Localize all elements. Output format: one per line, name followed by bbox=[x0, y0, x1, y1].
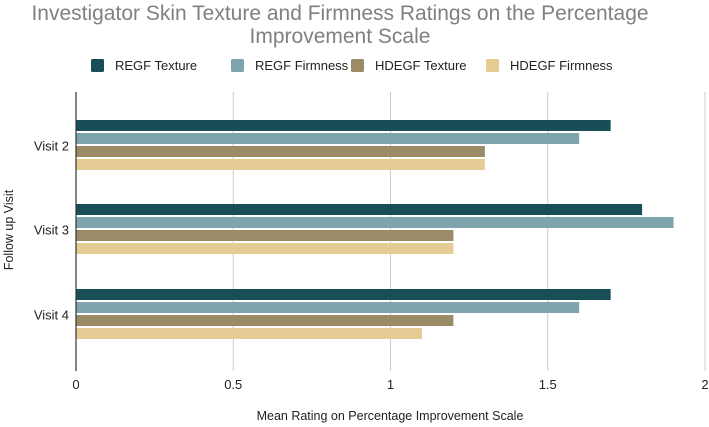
x-tick-labels: 0 0.5 1 1.5 2 bbox=[72, 377, 708, 392]
bar-1-2 bbox=[76, 133, 580, 144]
bar-2-3 bbox=[76, 230, 454, 241]
legend-swatch-3 bbox=[351, 59, 364, 72]
chart-title: Investigator Skin Texture and Firmness R… bbox=[31, 2, 648, 48]
chart-title-line-2: Improvement Scale bbox=[250, 25, 431, 48]
legend-label-4: HDEGF Firmness bbox=[510, 58, 613, 73]
bar-3-4 bbox=[76, 328, 422, 339]
y-tick-label-1: Visit 2 bbox=[34, 139, 69, 154]
legend: REGF Texture REGF Firmness HDEGF Texture HD… bbox=[91, 58, 613, 73]
bar-2-2 bbox=[76, 217, 674, 228]
legend-label-2: REGF Firmness bbox=[255, 58, 349, 73]
legend-swatch-4 bbox=[486, 59, 499, 72]
x-tick-label-0: 0 bbox=[72, 377, 79, 392]
x-tick-label-1: 0.5 bbox=[224, 377, 242, 392]
legend-label-1: REGF Texture bbox=[115, 58, 197, 73]
x-axis-title: Mean Rating on Percentage Improvement Sc… bbox=[257, 409, 524, 423]
bar-2-4 bbox=[76, 243, 454, 254]
y-tick-label-2: Visit 3 bbox=[34, 223, 69, 238]
y-axis-title: Follow up Visit bbox=[2, 189, 16, 270]
y-tick-labels: Visit 2 Visit 3 Visit 4 bbox=[34, 139, 69, 323]
legend-swatch-1 bbox=[91, 59, 104, 72]
y-tick-label-3: Visit 4 bbox=[34, 308, 69, 323]
x-tick-label-2: 1 bbox=[387, 377, 394, 392]
x-tick-label-4: 2 bbox=[701, 377, 708, 392]
bar-1-4 bbox=[76, 159, 485, 170]
legend-label-3: HDEGF Texture bbox=[375, 58, 467, 73]
bar-1-1 bbox=[76, 120, 611, 131]
bar-3-1 bbox=[76, 289, 611, 300]
bars bbox=[76, 120, 674, 339]
bar-3-3 bbox=[76, 315, 454, 326]
legend-swatch-2 bbox=[231, 59, 244, 72]
bar-2-1 bbox=[76, 204, 643, 215]
x-tick-label-3: 1.5 bbox=[539, 377, 557, 392]
bar-3-2 bbox=[76, 302, 580, 313]
bar-1-3 bbox=[76, 146, 485, 157]
chart-title-line-1: Investigator Skin Texture and Firmness R… bbox=[31, 2, 648, 25]
